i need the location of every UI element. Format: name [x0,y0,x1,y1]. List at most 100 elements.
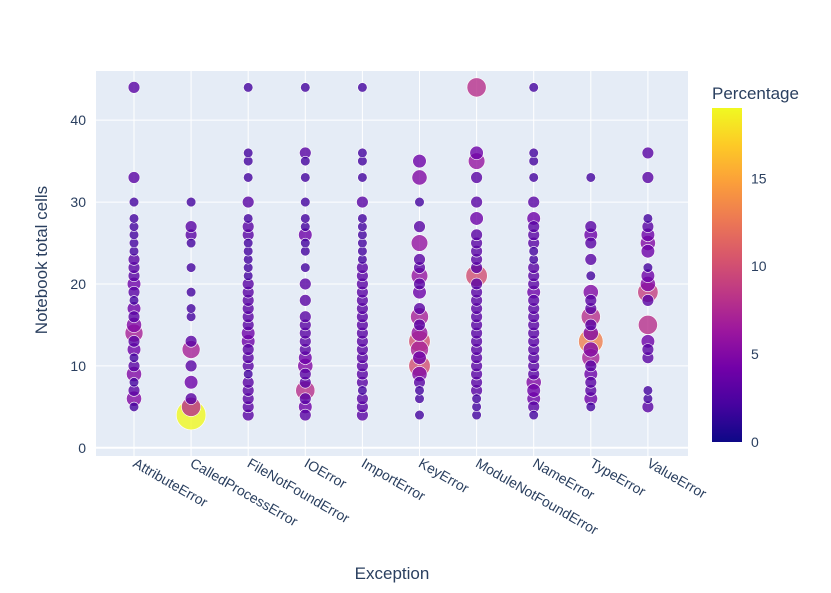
bubble-point[interactable] [466,77,487,98]
bubble-point[interactable] [357,82,368,93]
bubble-point[interactable] [185,196,197,208]
bubble-point[interactable] [413,302,426,315]
bubble-point[interactable] [128,377,140,388]
bubble-point[interactable] [642,262,654,273]
bubble-point[interactable] [527,195,540,209]
bubble-point[interactable] [184,220,198,233]
bubble-point[interactable] [471,393,482,404]
bubble-point[interactable] [127,310,141,323]
bubble-point[interactable] [414,385,425,396]
bubble-point[interactable] [127,171,141,184]
bubble-point[interactable] [243,82,254,93]
bubble-point[interactable] [300,172,311,183]
bubble-point[interactable] [642,213,654,224]
bubble-point[interactable] [243,172,254,183]
bubble-point[interactable] [185,287,197,298]
bubble-point[interactable] [299,310,312,323]
bubble-point[interactable] [413,220,426,233]
bubble-point[interactable] [584,253,597,266]
bubble-point[interactable] [300,82,311,93]
x-axis-ticks: AttributeErrorCalledProcessErrorFileNotF… [131,455,710,538]
bubble-point[interactable] [185,237,197,249]
bubble-point[interactable] [184,375,199,390]
bubble-point[interactable] [299,392,312,405]
bubble-point[interactable] [413,277,426,291]
bubble-point[interactable] [128,213,140,224]
bubble-point[interactable] [127,81,141,94]
bubble-point[interactable] [641,171,655,184]
bubble-point[interactable] [637,315,658,335]
bubble-point[interactable] [642,385,654,396]
bubble-point[interactable] [185,262,197,273]
y-tick-label: 40 [70,112,86,128]
bubble-point[interactable] [528,147,539,159]
bubble-point[interactable] [299,408,312,422]
bubble-point[interactable] [469,145,484,161]
bubble-point[interactable] [584,236,597,250]
bubble-point[interactable] [243,147,254,159]
bubble-point[interactable] [584,220,597,233]
bubble-point[interactable] [528,246,539,257]
bubble-point[interactable] [128,401,140,412]
bubble-point[interactable] [584,376,597,389]
bubble-point[interactable] [184,335,198,348]
bubble-point[interactable] [469,211,484,226]
bubble-point[interactable] [128,295,140,306]
bubble-point[interactable] [185,303,197,314]
bubble-point[interactable] [641,146,655,160]
colorbar-tick-label: 5 [751,346,759,362]
bubble-point[interactable] [128,352,140,363]
bubble-point[interactable] [300,196,311,208]
bubble-point[interactable] [584,294,597,307]
bubble-point[interactable] [470,277,483,291]
bubble-point[interactable] [413,318,426,332]
bubble-point[interactable] [470,228,483,242]
bubble-point[interactable] [243,237,254,249]
bubble-point[interactable] [411,169,428,186]
bubble-point[interactable] [299,294,312,307]
bubble-point[interactable] [242,195,255,209]
bubble-point[interactable] [414,409,425,421]
bubble-point[interactable] [527,220,540,233]
bubble-point[interactable] [184,392,198,405]
bubble-point[interactable] [300,262,311,273]
bubble-point[interactable] [526,383,541,398]
bubble-point[interactable] [184,359,198,373]
bubble-point[interactable] [528,409,539,421]
bubble-point[interactable] [300,237,311,249]
bubble-point[interactable] [357,213,368,224]
x-tick-label: ImportError [359,455,429,504]
bubble-point[interactable] [641,294,655,307]
bubble-point[interactable] [357,172,368,183]
bubble-point[interactable] [470,195,483,209]
bubble-point[interactable] [412,350,427,365]
bubble-point[interactable] [300,155,311,167]
bubble-point[interactable] [584,318,597,332]
bubble-point[interactable] [414,196,425,208]
bubble-point[interactable] [585,401,596,412]
bubble-point[interactable] [356,195,369,209]
bubble-point[interactable] [127,335,141,348]
bubble-point[interactable] [528,82,539,93]
bubble-point[interactable] [640,244,656,259]
bubble-point[interactable] [357,147,368,159]
bubble-point[interactable] [243,213,254,224]
bubble-point[interactable] [413,253,426,266]
bubble-point[interactable] [243,368,254,380]
bubble-point[interactable] [582,341,599,358]
bubble-point[interactable] [299,367,312,381]
bubble-point[interactable] [128,196,140,208]
bubble-point[interactable] [585,270,596,281]
bubble-point[interactable] [300,213,311,224]
bubble-point[interactable] [242,343,255,356]
bubble-point[interactable] [584,359,597,373]
bubble-point[interactable] [527,294,540,307]
bubble-point[interactable] [299,277,312,291]
bubble-point[interactable] [410,234,429,252]
bubble-point[interactable] [470,171,483,184]
bubble-point[interactable] [357,385,368,396]
bubble-point[interactable] [585,172,596,183]
bubble-point[interactable] [412,154,427,169]
bubble-point[interactable] [528,172,539,183]
bubble-point[interactable] [641,343,655,356]
